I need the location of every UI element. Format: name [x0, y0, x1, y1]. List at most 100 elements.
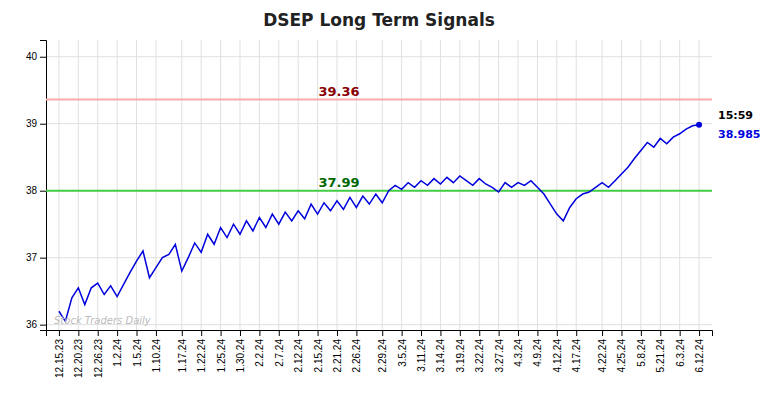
reference-label: 37.99: [318, 175, 359, 190]
x-tick-label: 1.17.24: [177, 339, 188, 373]
watermark: Stock Traders Daily: [54, 315, 152, 326]
x-tick-label: 12.26.23: [93, 339, 104, 378]
x-tick: 1.30.24: [235, 330, 246, 372]
x-tick: 1.17.24: [177, 330, 188, 372]
reference-line: [46, 99, 712, 101]
y-tick: 40: [26, 51, 46, 62]
x-tick-mark: [337, 330, 338, 336]
grid: [46, 40, 712, 330]
y-tick-mark: [40, 191, 46, 192]
marks: [46, 100, 712, 322]
x-tick-mark: [382, 330, 383, 336]
grid-line-x: [537, 40, 538, 330]
last-time: 15:59: [718, 109, 753, 122]
reference-line: [46, 190, 712, 192]
price-line: [59, 125, 699, 322]
grid-line-x: [298, 40, 299, 330]
reference-label: 39.36: [318, 84, 359, 99]
grid-line-y: [46, 123, 712, 124]
grid-line-x: [382, 40, 383, 330]
x-tick-label: 4.25.24: [616, 339, 627, 373]
x-tick: 2.2.24: [254, 330, 265, 367]
x-tick-mark: [699, 330, 700, 336]
x-tick-label: 2.15.24: [313, 339, 324, 373]
x-tick-label: 2.21.24: [332, 339, 343, 373]
y-tick: 37: [26, 252, 46, 263]
grid-line-x: [97, 40, 98, 330]
grid-line-x: [136, 40, 137, 330]
x-tick-mark: [201, 330, 202, 336]
x-tick-label: 3.27.24: [494, 339, 505, 373]
x-tick-mark: [59, 330, 60, 336]
x-tick-label: 4.17.24: [571, 339, 582, 373]
title: DSEP Long Term Signals: [263, 10, 495, 30]
x-tick: 1.5.24: [132, 330, 143, 367]
x-tick: 3.11.24: [416, 330, 427, 372]
x-tick-label: 2.26.24: [351, 339, 362, 373]
x-tick-mark: [479, 330, 480, 336]
x-tick-label: 4.22.24: [597, 339, 608, 373]
x-axis: 12.15.2312.20.2312.26.231.2.241.5.241.10…: [47, 330, 713, 378]
x-tick-label: 5.8.24: [636, 339, 647, 367]
x-tick-mark: [279, 330, 280, 336]
grid-line-x: [421, 40, 422, 330]
grid-line-x: [117, 40, 118, 330]
x-tick: 3.27.24: [494, 330, 505, 372]
x-tick: 1.10.24: [151, 330, 162, 372]
x-tick-mark: [137, 330, 138, 336]
grid-line-y: [46, 257, 712, 258]
x-tick: 6.12.24: [694, 330, 705, 372]
x-tick: 2.29.24: [377, 330, 388, 372]
x-tick-label: 1.5.24: [132, 339, 143, 367]
x-tick-mark: [318, 330, 319, 336]
grid-line-x: [679, 40, 680, 330]
x-tick: 2.12.24: [293, 330, 304, 372]
y-tick-label: 39: [26, 118, 38, 129]
x-tick-mark: [641, 330, 642, 336]
x-tick-mark: [298, 330, 299, 336]
grid-line-x: [259, 40, 260, 330]
y-tick: 39: [26, 118, 46, 129]
grid-line-x: [556, 40, 557, 330]
x-tick: 3.14.24: [435, 330, 446, 372]
x-tick-label: 2.29.24: [377, 339, 388, 373]
grid-line-y: [46, 190, 712, 191]
x-tick: 5.21.24: [655, 330, 666, 372]
x-tick-label: 4.12.24: [552, 339, 563, 373]
x-tick-mark: [240, 330, 241, 336]
x-tick: 2.15.24: [313, 330, 324, 372]
x-tick: 2.21.24: [332, 330, 343, 372]
x-tick-label: 5.21.24: [655, 339, 666, 373]
grid-line-x: [440, 40, 441, 330]
y-axis: 3637383940: [26, 41, 47, 331]
x-tick-label: 1.30.24: [235, 339, 246, 373]
x-tick-mark: [576, 330, 577, 336]
x-tick-mark: [460, 330, 461, 336]
x-tick-label: 3.5.24: [397, 339, 408, 367]
x-tick-mark: [602, 330, 603, 336]
grid-line-y: [46, 56, 712, 57]
x-tick: 4.22.24: [597, 330, 608, 372]
x-tick-mark: [356, 330, 357, 336]
x-tick-label: 2.12.24: [293, 339, 304, 373]
last-point: [696, 122, 702, 128]
y-tick-label: 36: [26, 319, 38, 330]
x-tick-label: 2.7.24: [274, 339, 285, 367]
x-tick: 6.3.24: [675, 330, 686, 367]
y-tick: 36: [26, 319, 46, 330]
y-tick-mark: [40, 258, 46, 259]
x-tick-mark: [402, 330, 403, 336]
grid-line-x: [278, 40, 279, 330]
x-tick-label: 3.11.24: [416, 339, 427, 372]
x-tick-mark: [440, 330, 441, 336]
x-tick: 2.7.24: [274, 330, 285, 367]
grid-line-x: [518, 40, 519, 330]
grid-line-x: [155, 40, 156, 330]
grid-line-x: [640, 40, 641, 330]
last-price: 38.985: [718, 128, 760, 141]
y-tick-mark: [40, 57, 46, 58]
x-tick: 12.20.23: [73, 330, 84, 378]
x-tick: 3.22.24: [474, 330, 485, 372]
x-tick-label: 1.10.24: [151, 339, 162, 373]
x-tick-mark: [518, 330, 519, 336]
